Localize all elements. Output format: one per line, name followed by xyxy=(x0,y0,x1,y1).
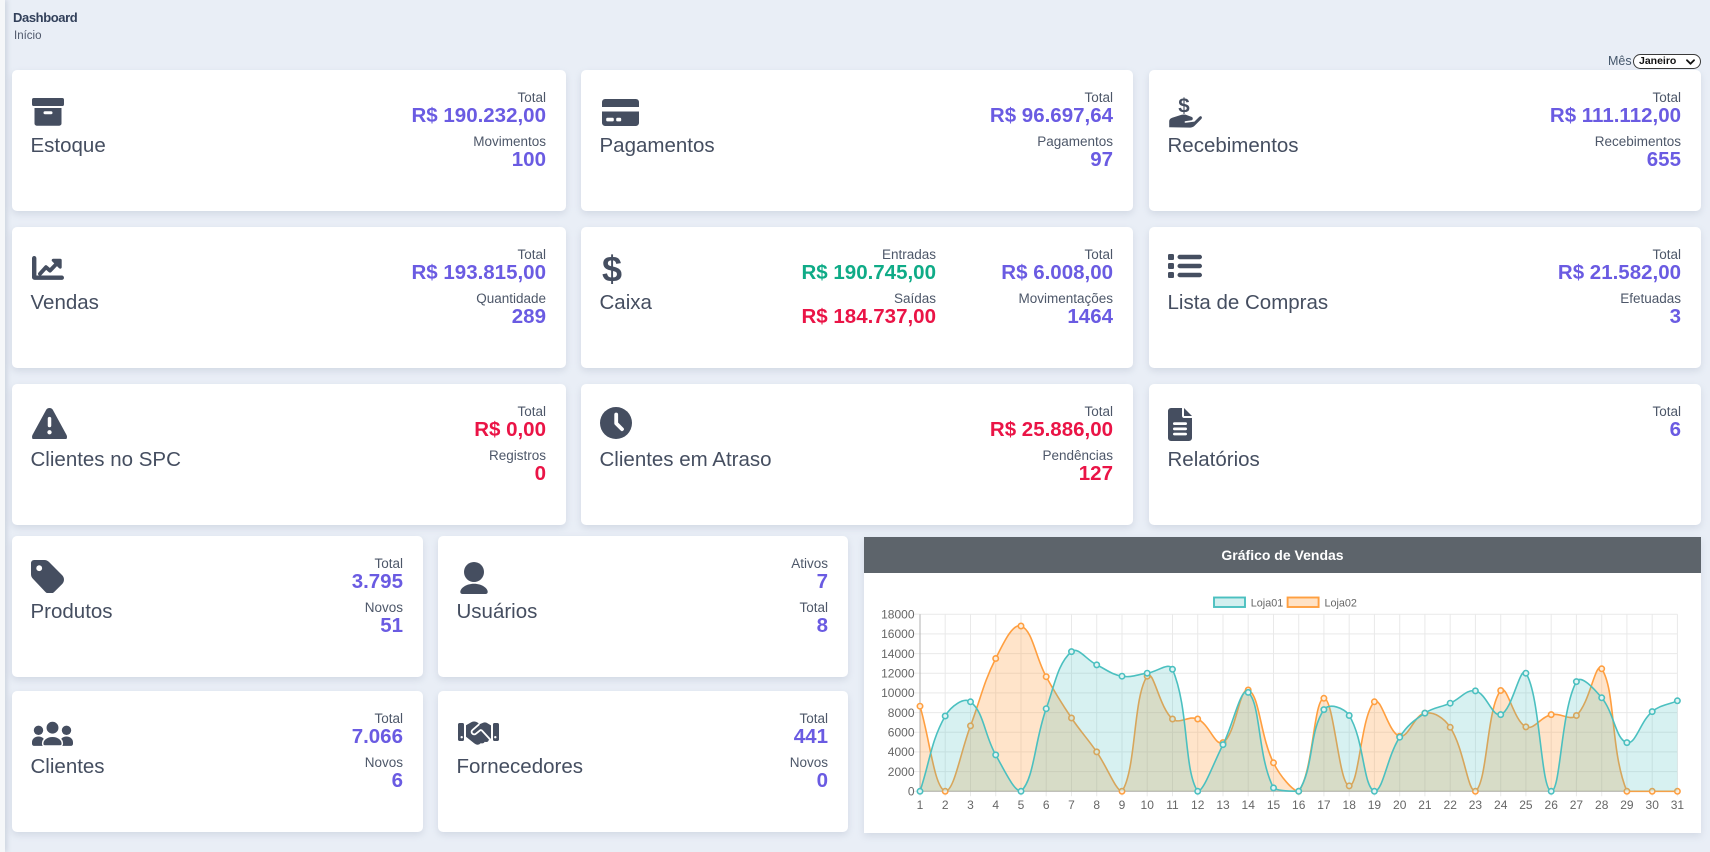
svg-text:4: 4 xyxy=(992,798,999,812)
svg-text:8: 8 xyxy=(1093,798,1100,812)
svg-text:31: 31 xyxy=(1671,798,1685,812)
svg-text:29: 29 xyxy=(1620,798,1634,812)
svg-text:2: 2 xyxy=(942,798,949,812)
svg-text:0: 0 xyxy=(908,785,915,799)
svg-text:13: 13 xyxy=(1216,798,1230,812)
svg-text:24: 24 xyxy=(1494,798,1508,812)
svg-text:25: 25 xyxy=(1519,798,1533,812)
svg-text:12000: 12000 xyxy=(881,666,915,680)
svg-text:$: $ xyxy=(1178,96,1190,117)
svg-text:26: 26 xyxy=(1545,798,1559,812)
svg-text:17: 17 xyxy=(1317,798,1331,812)
svg-text:12: 12 xyxy=(1191,798,1205,812)
svg-text:15: 15 xyxy=(1267,798,1281,812)
svg-text:14: 14 xyxy=(1242,798,1256,812)
svg-text:19: 19 xyxy=(1368,798,1382,812)
svg-text:6000: 6000 xyxy=(888,726,915,740)
svg-text:28: 28 xyxy=(1595,798,1609,812)
svg-text:16: 16 xyxy=(1292,798,1306,812)
svg-text:18: 18 xyxy=(1343,798,1357,812)
svg-text:1: 1 xyxy=(917,798,924,812)
svg-text:10: 10 xyxy=(1141,798,1155,812)
svg-text:6: 6 xyxy=(1043,798,1050,812)
svg-text:3: 3 xyxy=(967,798,974,812)
svg-text:10000: 10000 xyxy=(881,686,915,700)
svg-text:23: 23 xyxy=(1469,798,1483,812)
svg-text:Loja02: Loja02 xyxy=(1325,597,1357,609)
svg-text:7: 7 xyxy=(1068,798,1075,812)
svg-text:30: 30 xyxy=(1646,798,1660,812)
svg-text:14000: 14000 xyxy=(881,647,915,661)
svg-text:22: 22 xyxy=(1444,798,1458,812)
svg-text:20: 20 xyxy=(1393,798,1407,812)
svg-text:18000: 18000 xyxy=(881,607,915,621)
svg-text:27: 27 xyxy=(1570,798,1584,812)
svg-text:Loja01: Loja01 xyxy=(1251,597,1283,609)
svg-text:9: 9 xyxy=(1119,798,1126,812)
svg-text:2000: 2000 xyxy=(888,765,915,779)
svg-text:21: 21 xyxy=(1418,798,1432,812)
svg-text:8000: 8000 xyxy=(888,706,915,720)
svg-text:11: 11 xyxy=(1166,798,1179,812)
svg-text:4000: 4000 xyxy=(888,745,915,759)
svg-text:5: 5 xyxy=(1018,798,1025,812)
svg-text:$: $ xyxy=(602,252,622,286)
svg-text:16000: 16000 xyxy=(881,627,915,641)
